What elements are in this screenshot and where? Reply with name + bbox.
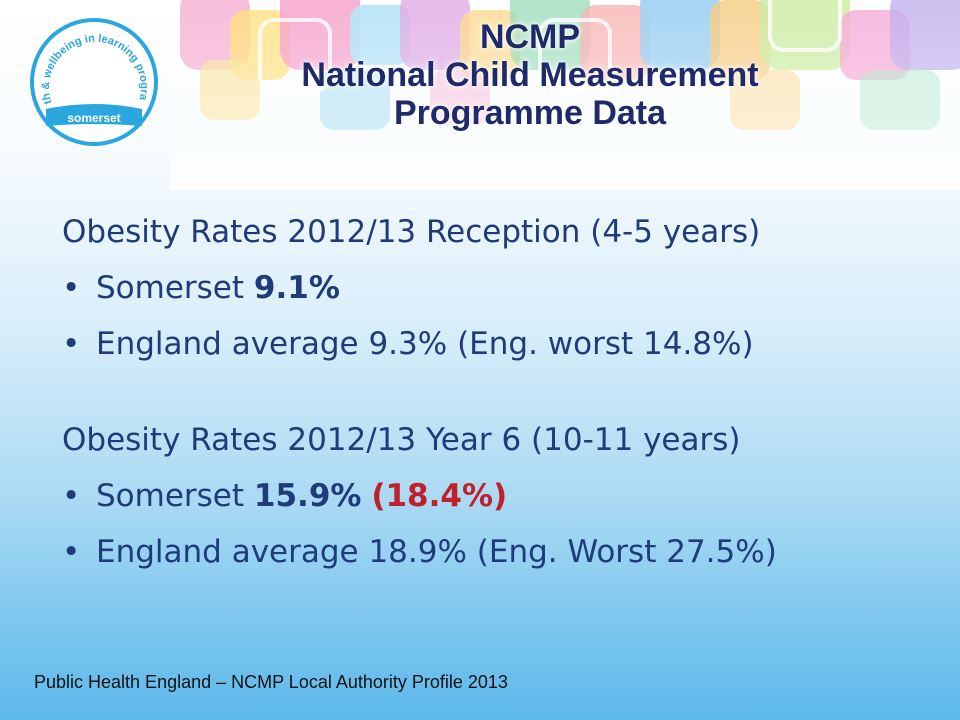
reception-somerset-label: Somerset <box>96 270 254 306</box>
year6-somerset-alt-value: (18.4%) <box>371 478 508 514</box>
title-line-1: NCMP <box>479 18 581 56</box>
programme-logo: health & wellbeing in learning programme… <box>26 4 158 146</box>
year6-somerset-bullet: Somerset 15.9% (18.4%) <box>62 476 942 516</box>
reception-somerset-value: 9.1% <box>253 270 340 306</box>
colorful-header-decoration <box>170 0 960 190</box>
reception-heading: Obesity Rates 2012/13 Reception (4-5 yea… <box>62 214 761 250</box>
year6-somerset-value: 15.9% <box>253 478 362 514</box>
title-line-2: National Child Measurement <box>301 56 759 94</box>
source-footer: Public Health England – NCMP Local Autho… <box>34 672 508 692</box>
title-line-3: Programme Data <box>393 94 667 132</box>
logo-place-text: somerset <box>67 111 120 125</box>
year6-somerset-label: Somerset <box>96 478 254 514</box>
year6-heading: Obesity Rates 2012/13 Year 6 (10-11 year… <box>62 422 741 458</box>
reception-england-bullet: England average 9.3% (Eng. worst 14.8%) <box>62 324 942 364</box>
slide-title: NCMP National Child Measurement Programm… <box>160 18 900 132</box>
slide-content: Obesity Rates 2012/13 Reception (4-5 yea… <box>62 212 942 572</box>
reception-somerset-bullet: Somerset 9.1% <box>62 268 942 308</box>
year6-england-bullet: England average 18.9% (Eng. Worst 27.5%) <box>62 532 942 572</box>
